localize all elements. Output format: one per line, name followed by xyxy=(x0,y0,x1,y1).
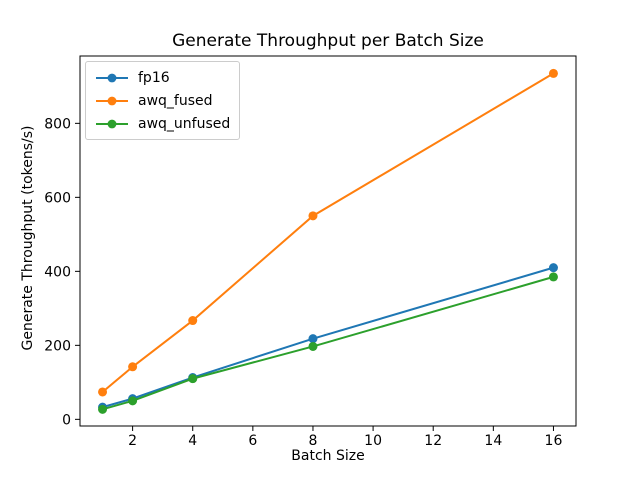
legend-label: fp16 xyxy=(138,69,170,86)
series-point-awq_fused xyxy=(98,387,108,397)
x-tick-label: 10 xyxy=(364,433,382,449)
legend-line-marker-icon xyxy=(96,119,128,128)
legend-line-marker-icon xyxy=(96,73,128,82)
series-point-awq_unfused xyxy=(308,341,318,351)
series-point-awq_fused xyxy=(548,68,558,78)
y-tick-label: 800 xyxy=(44,116,71,132)
legend-label: awq_unfused xyxy=(138,115,231,132)
chart-legend: fp16 awq_fused awq_unfused xyxy=(85,61,241,140)
series-point-fp16 xyxy=(548,263,558,273)
legend-item-awq-fused: awq_fused xyxy=(95,90,230,111)
series-point-awq_unfused xyxy=(548,272,558,282)
series-point-awq_unfused xyxy=(188,374,198,384)
series-line-awq_unfused xyxy=(102,275,554,411)
legend-label: awq_fused xyxy=(138,92,213,109)
series-point-awq_unfused xyxy=(98,404,108,414)
x-axis-label: Batch Size xyxy=(291,448,365,464)
x-tick-label: 14 xyxy=(484,433,502,449)
y-tick-label: 600 xyxy=(44,190,71,206)
series-point-awq_fused xyxy=(308,211,318,221)
x-tick-label: 2 xyxy=(128,433,137,449)
plot-border xyxy=(79,55,577,427)
x-tick-label: 6 xyxy=(248,433,257,449)
series-point-awq_fused xyxy=(128,362,138,372)
x-tick-label: 8 xyxy=(309,433,318,449)
legend-item-fp16: fp16 xyxy=(95,67,230,88)
x-tick-label: 12 xyxy=(424,433,442,449)
x-tick-label: 4 xyxy=(188,433,197,449)
legend-line-marker-icon xyxy=(96,96,128,105)
y-tick-label: 400 xyxy=(44,264,71,280)
x-tick-label: 16 xyxy=(545,433,563,449)
y-axis-label: Generate Throughput (tokens/s) xyxy=(20,125,36,351)
y-tick-label: 0 xyxy=(62,412,71,428)
y-tick-label: 200 xyxy=(44,338,71,354)
series-point-fp16 xyxy=(308,334,318,344)
chart-title: Generate Throughput per Batch Size xyxy=(172,31,484,51)
series-point-awq_fused xyxy=(188,316,198,326)
series-point-awq_unfused xyxy=(128,396,138,406)
legend-item-awq-unfused: awq_unfused xyxy=(95,113,230,134)
